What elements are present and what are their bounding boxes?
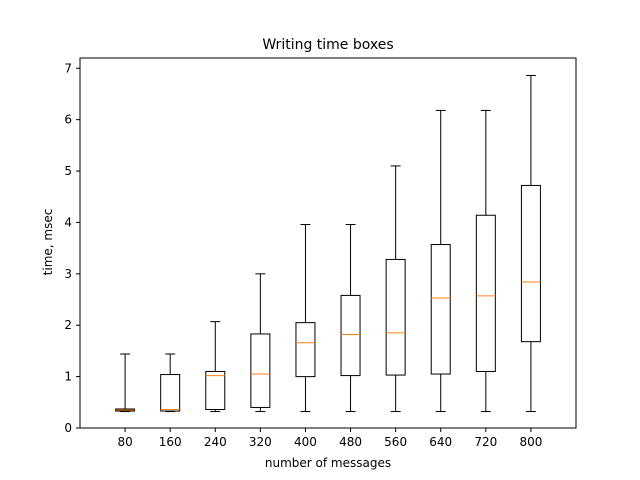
x-tick-label: 160 bbox=[159, 435, 182, 449]
x-tick-label: 640 bbox=[429, 435, 452, 449]
y-axis-label: time, msec bbox=[41, 209, 55, 276]
box-iqr bbox=[340, 294, 361, 377]
box-iqr bbox=[520, 184, 541, 343]
box-iqr bbox=[475, 214, 496, 372]
axes-frame bbox=[79, 57, 577, 429]
box-iqr bbox=[205, 370, 226, 411]
x-tick-label: 240 bbox=[204, 435, 227, 449]
x-tick-label: 480 bbox=[339, 435, 362, 449]
y-tick-label: 1 bbox=[64, 370, 72, 384]
x-tick-label: 800 bbox=[519, 435, 542, 449]
x-tick-label: 400 bbox=[294, 435, 317, 449]
y-tick-label: 6 bbox=[64, 113, 72, 127]
box-iqr bbox=[160, 374, 181, 412]
y-tick-label: 5 bbox=[64, 164, 72, 178]
box-iqr bbox=[385, 258, 406, 376]
plot-area: 0 1 2 3 4 5 6 7 80 160 240 320 400 480 560 640 720 800 bbox=[64, 57, 577, 449]
x-tick-label: 560 bbox=[384, 435, 407, 449]
y-tick-label: 3 bbox=[64, 267, 72, 281]
x-tick-label: 720 bbox=[474, 435, 497, 449]
y-tick-label: 2 bbox=[64, 318, 72, 332]
box-iqr bbox=[295, 322, 316, 378]
x-tick-label: 80 bbox=[117, 435, 132, 449]
box-iqr bbox=[250, 333, 271, 408]
x-axis-label: number of messages bbox=[265, 456, 391, 470]
y-tick-label: 7 bbox=[64, 61, 72, 75]
x-tick-label: 320 bbox=[249, 435, 272, 449]
y-tick-label: 4 bbox=[64, 215, 72, 229]
box-iqr bbox=[430, 244, 451, 375]
chart-title: Writing time boxes bbox=[262, 37, 393, 53]
y-tick-label: 0 bbox=[64, 421, 72, 435]
